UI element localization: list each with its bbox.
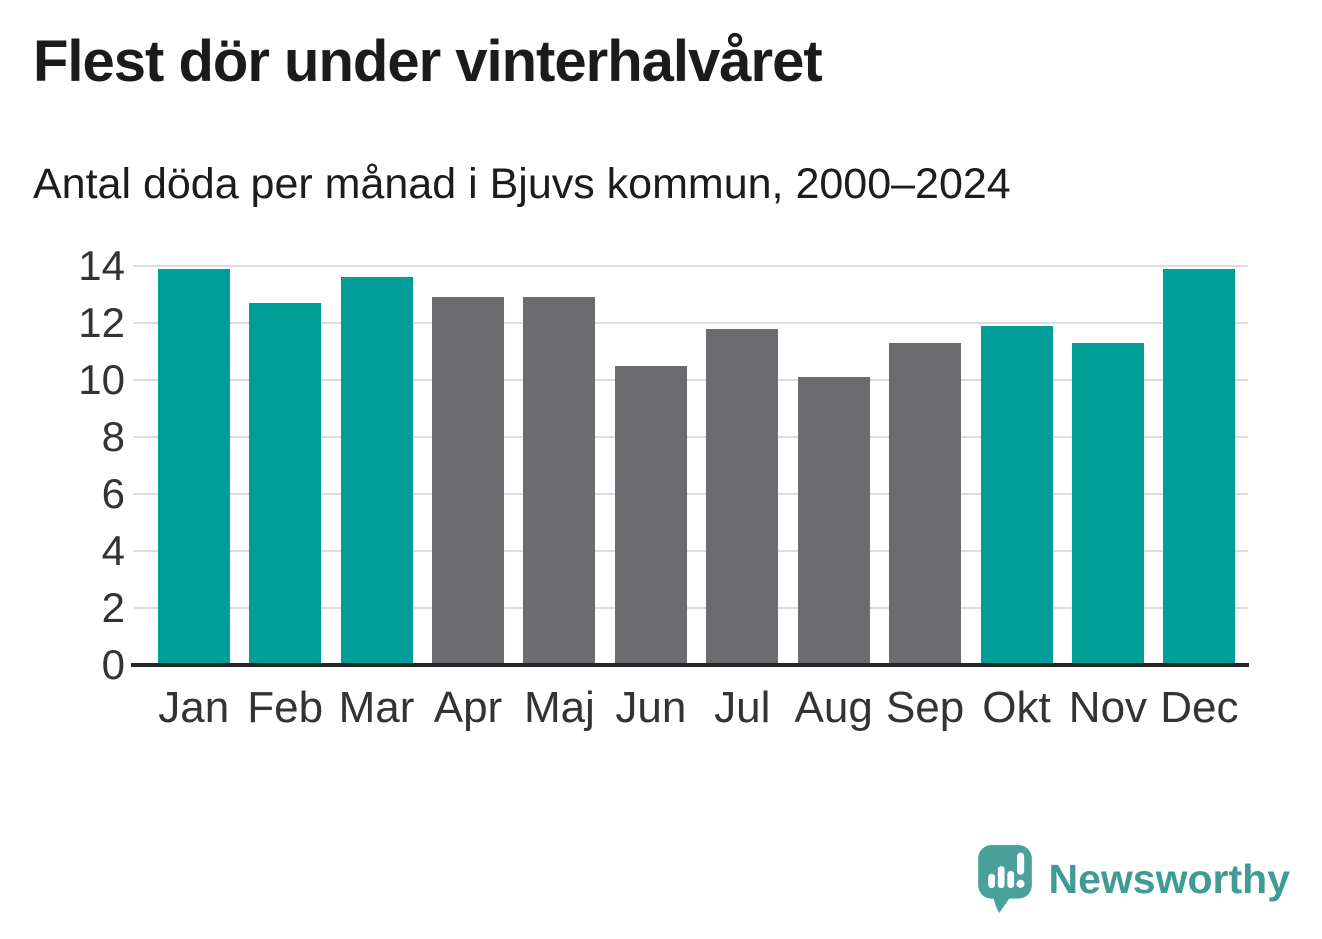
x-tick-label-jun: Jun [615,683,687,732]
y-tick-label-10: 10 [78,356,125,403]
bar-band-jun [605,266,696,665]
bar-band-maj [514,266,605,665]
chart-subtitle: Antal döda per månad i Bjuvs kommun, 200… [33,160,1011,208]
grid-line-8 [133,436,1248,438]
x-tick-label-mar: Mar [338,683,415,732]
y-axis-tick-labels: 0 2 4 6 8 10 12 14 [20,245,125,686]
bar-band-dec [1154,266,1245,665]
y-tick-label-14: 14 [78,242,125,289]
x-tick-label-apr: Apr [433,683,503,732]
bar-chart-plot: 0 2 4 6 8 10 12 14 Jan Feb Mar Apr Maj Jun Jul Aug Sep O… [78,245,1249,732]
bar-band-feb [239,266,330,665]
bar-band-okt [971,266,1062,665]
brand-footer: Newsworthy [977,845,1291,914]
x-axis-labels: Jan Feb Mar Apr Maj Jun Jul Aug Sep Okt Nov Dec [148,683,1245,733]
bar-band-nov [1062,266,1153,665]
y-tick-label-6: 6 [101,470,125,517]
bar-band-sep [879,266,970,665]
bar-band-jul [697,266,788,665]
x-tick-label-aug: Aug [794,683,873,732]
bar-sep [889,342,962,665]
bar-jan [157,268,230,665]
x-tick-label-feb: Feb [247,683,324,732]
x-tick-label-jul: Jul [714,683,771,732]
y-tick-label-8: 8 [101,413,125,460]
bar-okt [980,325,1053,665]
x-tick-label-okt: Okt [982,683,1051,732]
x-tick-label-jan: Jan [158,683,230,732]
y-tick-label-0: 0 [101,641,125,688]
bar-band-aug [788,266,879,665]
brand-name: Newsworthy [1048,856,1291,902]
bar-band-jan [148,266,239,665]
bars [148,266,1245,665]
newsworthy-logo-icon [977,845,1032,914]
x-axis-line [131,663,1249,667]
bar-band-apr [422,266,513,665]
grid-line-12 [133,322,1248,324]
x-tick-label-maj: Maj [523,683,595,732]
grid-line-14 [133,265,1248,267]
chart-title: Flest dör under vinterhalvåret [33,29,823,94]
grid-line-2 [133,607,1248,609]
bar-dec [1163,268,1236,665]
x-tick-label-sep: Sep [885,683,965,732]
x-tick-label-nov: Nov [1068,683,1148,732]
grid-line-6 [133,493,1248,495]
bar-band-mar [331,266,422,665]
grid-line-10 [133,379,1248,381]
y-tick-label-4: 4 [101,527,125,574]
bar-apr [431,297,504,665]
bar-aug [797,377,870,665]
bar-jul [706,328,779,665]
y-tick-label-12: 12 [78,299,125,346]
bar-maj [523,297,596,665]
x-tick-label-dec: Dec [1160,683,1239,732]
bar-feb [249,303,322,665]
y-tick-label-2: 2 [101,584,125,631]
bar-jun [614,365,687,665]
bar-nov [1071,342,1144,665]
bar-mar [340,277,413,665]
grid-line-4 [133,550,1248,552]
